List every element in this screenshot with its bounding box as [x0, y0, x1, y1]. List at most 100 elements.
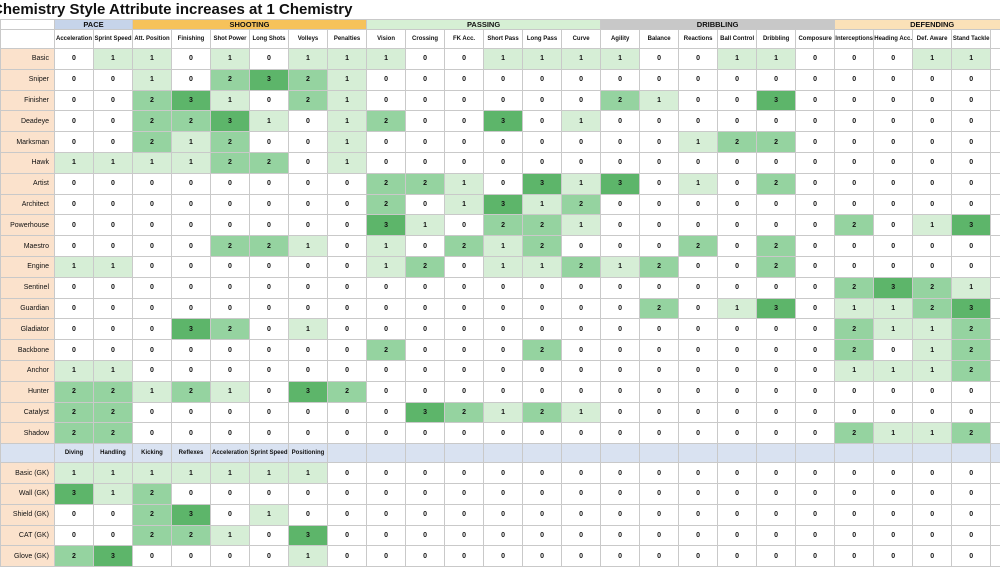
value-cell[interactable]: 0	[874, 402, 913, 423]
value-cell[interactable]: 1	[94, 256, 133, 277]
value-cell[interactable]: 1	[757, 49, 796, 70]
value-cell[interactable]: 2	[172, 111, 211, 132]
value-cell[interactable]: 3	[367, 215, 406, 236]
value-cell[interactable]: 3	[289, 381, 328, 402]
gk-value-cell[interactable]: 0	[328, 463, 367, 484]
value-cell[interactable]: 0	[796, 132, 835, 153]
value-cell[interactable]: 0	[718, 69, 757, 90]
value-cell[interactable]: 0	[328, 402, 367, 423]
value-cell[interactable]: 1	[913, 423, 952, 444]
value-cell[interactable]: 0	[250, 194, 289, 215]
value-cell[interactable]: 0	[172, 423, 211, 444]
value-cell[interactable]: 0	[679, 90, 718, 111]
value-cell[interactable]: 0	[952, 90, 991, 111]
value-cell[interactable]: 0	[796, 340, 835, 361]
value-cell[interactable]: 3	[952, 215, 991, 236]
value-cell[interactable]: 0	[445, 277, 484, 298]
value-cell[interactable]: 0	[523, 152, 562, 173]
value-cell[interactable]: 0	[913, 256, 952, 277]
gk-value-cell[interactable]: 0	[796, 483, 835, 504]
gk-value-cell[interactable]: 0	[952, 504, 991, 525]
value-cell[interactable]: 0	[289, 173, 328, 194]
value-cell[interactable]: 0	[835, 381, 874, 402]
value-cell[interactable]: 0	[523, 298, 562, 319]
gk-value-cell[interactable]: 0	[250, 525, 289, 546]
value-cell[interactable]: 0	[562, 277, 601, 298]
value-cell[interactable]: 0	[640, 277, 679, 298]
gk-value-cell[interactable]: 0	[679, 504, 718, 525]
gk-value-cell[interactable]: 0	[406, 463, 445, 484]
value-cell[interactable]: 2	[94, 402, 133, 423]
value-cell[interactable]: 2	[133, 111, 172, 132]
value-cell[interactable]: 0	[640, 340, 679, 361]
value-cell[interactable]: 0	[952, 152, 991, 173]
value-cell[interactable]: 1	[328, 111, 367, 132]
value-cell[interactable]: 1	[835, 298, 874, 319]
value-cell[interactable]: 1	[328, 132, 367, 153]
gk-value-cell[interactable]: 0	[718, 525, 757, 546]
value-cell[interactable]: 0	[133, 256, 172, 277]
value-cell[interactable]: 0	[757, 360, 796, 381]
value-cell[interactable]: 0	[991, 215, 1000, 236]
value-cell[interactable]: 0	[328, 319, 367, 340]
value-cell[interactable]: 1	[211, 90, 250, 111]
value-cell[interactable]: 0	[250, 402, 289, 423]
value-cell[interactable]: 0	[991, 256, 1000, 277]
value-cell[interactable]: 1	[94, 360, 133, 381]
value-cell[interactable]: 0	[289, 423, 328, 444]
value-cell[interactable]: 2	[835, 423, 874, 444]
value-cell[interactable]: 0	[484, 340, 523, 361]
gk-value-cell[interactable]: 1	[211, 525, 250, 546]
gk-value-cell[interactable]: 3	[55, 483, 94, 504]
gk-value-cell[interactable]: 0	[835, 483, 874, 504]
gk-value-cell[interactable]: 0	[562, 463, 601, 484]
value-cell[interactable]: 2	[757, 132, 796, 153]
value-cell[interactable]: 0	[523, 69, 562, 90]
gk-value-cell[interactable]: 0	[874, 463, 913, 484]
value-cell[interactable]: 0	[874, 256, 913, 277]
value-cell[interactable]: 1	[133, 381, 172, 402]
value-cell[interactable]: 1	[289, 49, 328, 70]
value-cell[interactable]: 0	[55, 340, 94, 361]
gk-value-cell[interactable]: 0	[367, 463, 406, 484]
gk-value-cell[interactable]: 0	[328, 546, 367, 567]
value-cell[interactable]: 1	[601, 49, 640, 70]
gk-value-cell[interactable]: 0	[133, 546, 172, 567]
value-cell[interactable]: 0	[796, 319, 835, 340]
value-cell[interactable]: 0	[718, 277, 757, 298]
value-cell[interactable]: 0	[679, 256, 718, 277]
value-cell[interactable]: 0	[172, 340, 211, 361]
value-cell[interactable]: 2	[835, 277, 874, 298]
value-cell[interactable]: 0	[679, 215, 718, 236]
value-cell[interactable]: 0	[133, 402, 172, 423]
gk-value-cell[interactable]: 0	[562, 483, 601, 504]
value-cell[interactable]: 0	[445, 298, 484, 319]
value-cell[interactable]: 2	[250, 152, 289, 173]
value-cell[interactable]: 0	[835, 111, 874, 132]
value-cell[interactable]: 0	[640, 173, 679, 194]
value-cell[interactable]: 0	[991, 152, 1000, 173]
value-cell[interactable]: 3	[406, 402, 445, 423]
value-cell[interactable]: 3	[172, 319, 211, 340]
value-cell[interactable]: 1	[172, 152, 211, 173]
value-cell[interactable]: 0	[835, 132, 874, 153]
value-cell[interactable]: 0	[445, 423, 484, 444]
value-cell[interactable]: 0	[211, 402, 250, 423]
value-cell[interactable]: 0	[484, 277, 523, 298]
value-cell[interactable]: 0	[289, 132, 328, 153]
value-cell[interactable]: 0	[328, 277, 367, 298]
value-cell[interactable]: 1	[835, 360, 874, 381]
gk-value-cell[interactable]: 0	[874, 546, 913, 567]
value-cell[interactable]: 2	[211, 236, 250, 257]
value-cell[interactable]: 0	[991, 194, 1000, 215]
value-cell[interactable]: 2	[679, 236, 718, 257]
value-cell[interactable]: 1	[679, 173, 718, 194]
gk-value-cell[interactable]: 0	[952, 483, 991, 504]
gk-value-cell[interactable]: 0	[679, 525, 718, 546]
value-cell[interactable]: 3	[952, 298, 991, 319]
value-cell[interactable]: 3	[484, 194, 523, 215]
gk-value-cell[interactable]: 0	[952, 463, 991, 484]
value-cell[interactable]: 2	[523, 340, 562, 361]
value-cell[interactable]: 0	[757, 402, 796, 423]
value-cell[interactable]: 0	[172, 298, 211, 319]
